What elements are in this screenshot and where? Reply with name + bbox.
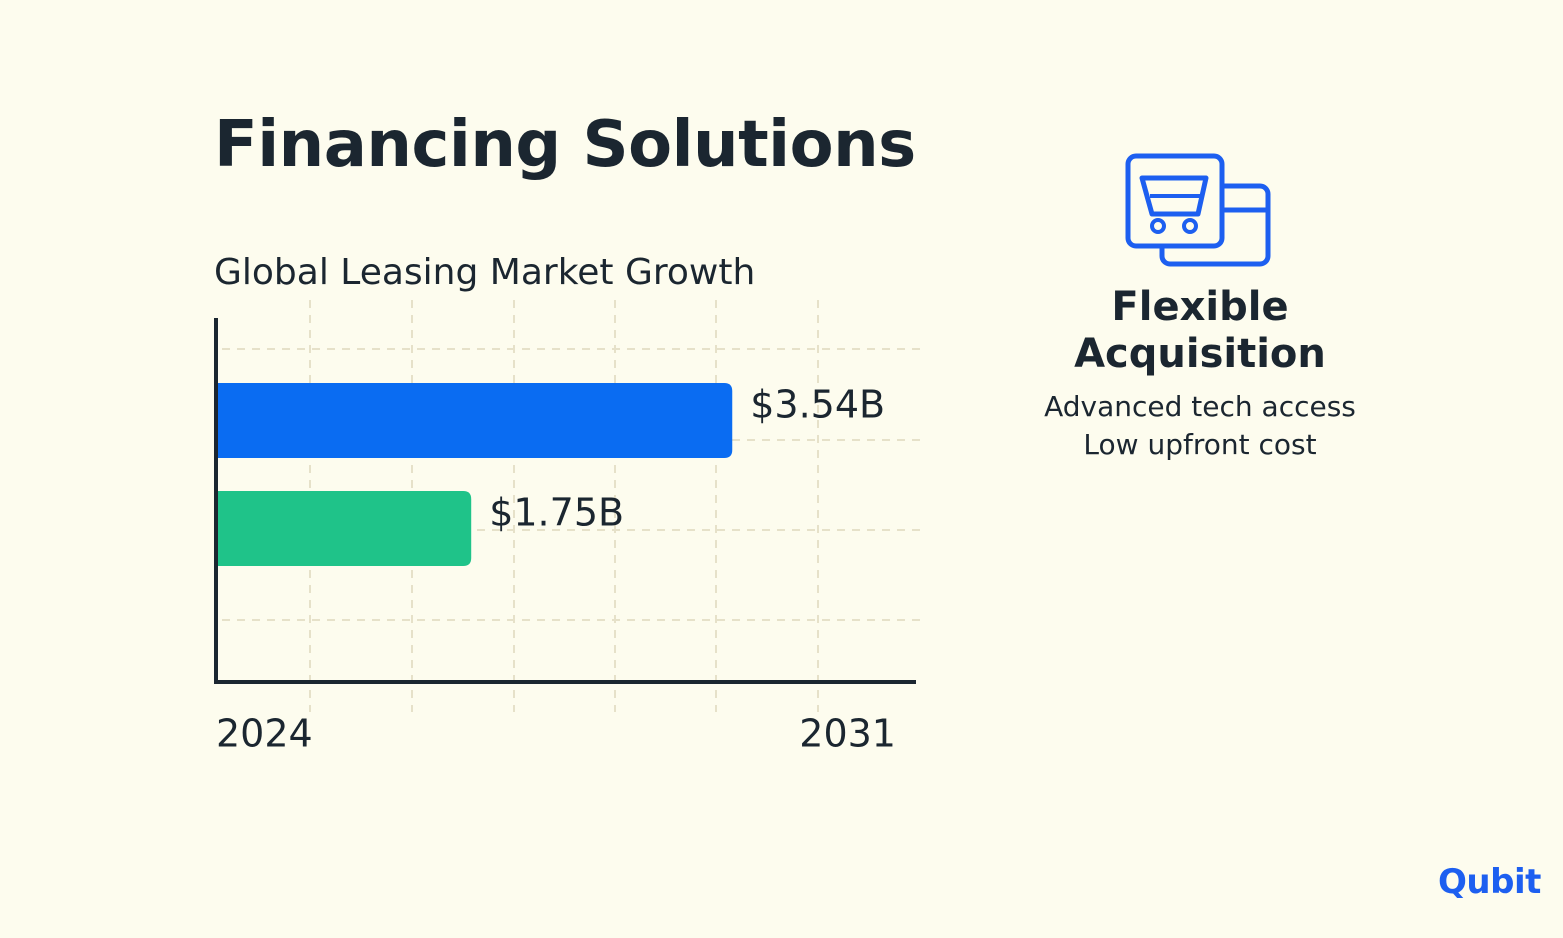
qubit-logo: Qubit	[1438, 862, 1541, 902]
axis-label-end: 2031	[799, 712, 896, 756]
bar-2031	[216, 383, 733, 458]
shopping-cart-card-icon	[1125, 153, 1271, 267]
bar-value-label: $1.75B	[489, 491, 624, 535]
bar-value-label: $3.54B	[750, 383, 885, 427]
axis-label-start: 2024	[216, 712, 313, 756]
feature-point-1: Advanced tech access	[1044, 390, 1356, 423]
page-title: Financing Solutions	[214, 108, 916, 182]
feature-point-2: Low upfront cost	[1083, 428, 1317, 461]
chart-labels: $3.54B $1.75B 2024 2031	[216, 383, 896, 756]
bar-2024	[216, 491, 472, 566]
chart-axes	[214, 318, 916, 684]
chart-bars	[216, 383, 733, 566]
chart-title: Global Leasing Market Growth	[214, 252, 756, 293]
feature-title: Flexible Acquisition	[1074, 284, 1326, 377]
